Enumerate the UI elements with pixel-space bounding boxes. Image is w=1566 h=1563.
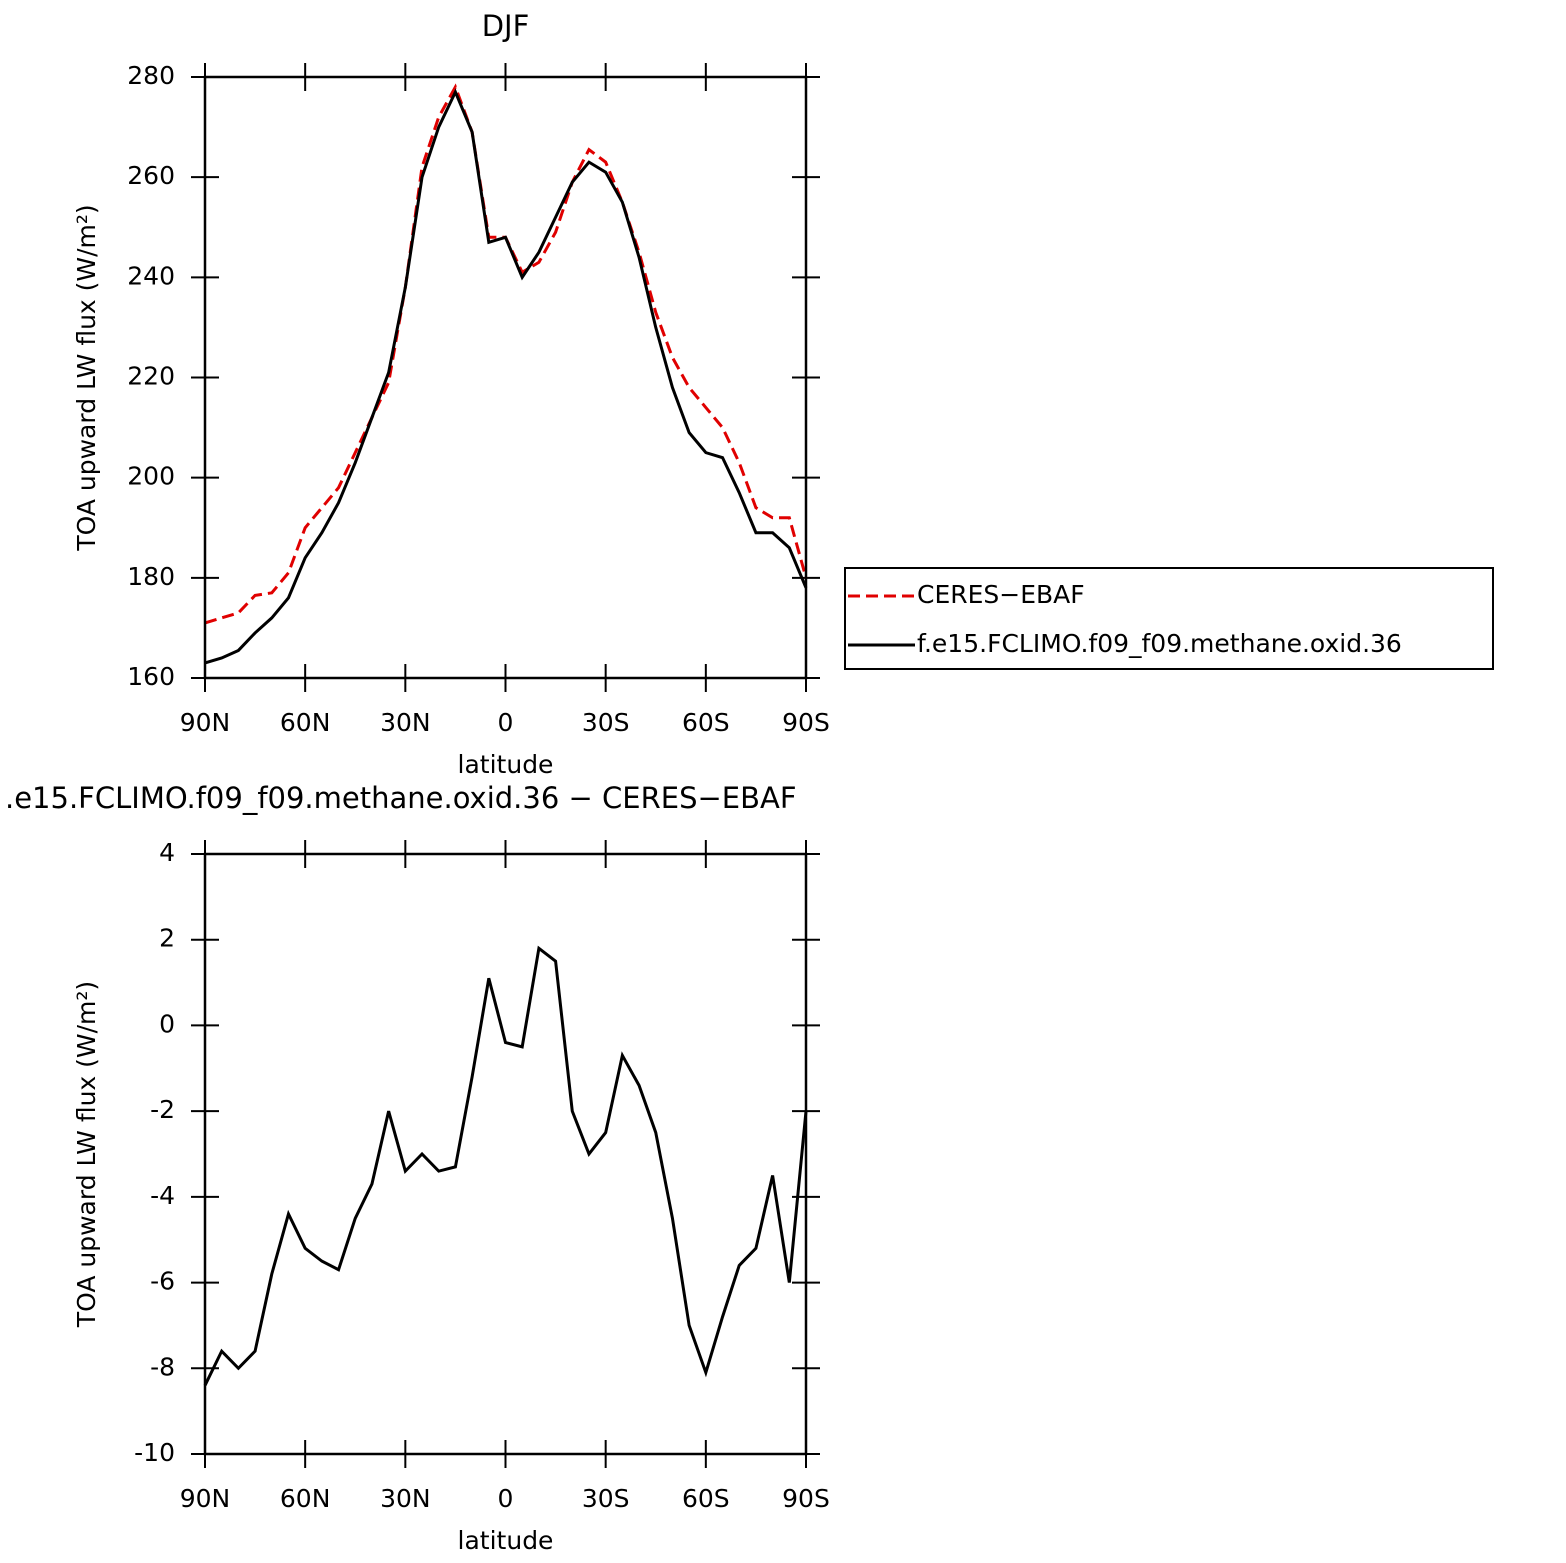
x-tick-label: 30S <box>582 708 630 737</box>
x-tick-label: 90N <box>180 708 231 737</box>
y-tick-label: 280 <box>127 61 175 90</box>
x-tick-label: 60S <box>682 708 730 737</box>
chart-title: DJF <box>482 9 530 43</box>
y-tick-label: 200 <box>127 462 175 491</box>
plot-frame <box>203 852 808 1456</box>
y-tick-label: -2 <box>150 1095 175 1124</box>
x-axis-label: latitude <box>458 750 554 779</box>
x-tick-label: 90S <box>782 1484 830 1513</box>
data-line <box>204 83 808 625</box>
data-line <box>203 945 808 1387</box>
x-tick-label: 90S <box>782 708 830 737</box>
y-tick-label: -10 <box>134 1438 175 1467</box>
legend-label: CERES−EBAF <box>917 580 1085 609</box>
y-tick-label: -6 <box>150 1267 175 1296</box>
y-tick-label: 220 <box>127 362 175 391</box>
y-axis-label: TOA upward LW flux (W/m²) <box>72 981 101 1328</box>
x-tick-label: 0 <box>498 1484 514 1513</box>
y-axis-label: TOA upward LW flux (W/m²) <box>72 204 101 551</box>
x-tick-label: 60N <box>280 1484 331 1513</box>
x-tick-label: 60N <box>280 708 331 737</box>
data-line <box>204 88 808 665</box>
y-tick-label: 4 <box>159 838 175 867</box>
plot-frame <box>203 75 808 680</box>
x-tick-label: 90N <box>180 1484 231 1513</box>
chart-title: .e15.FCLIMO.f09_f09.methane.oxid.36 − CE… <box>5 781 797 815</box>
y-tick-label: 240 <box>127 261 175 290</box>
y-tick-label: 2 <box>159 924 175 953</box>
y-tick-label: 0 <box>159 1009 175 1038</box>
y-tick-label: 180 <box>127 562 175 591</box>
x-tick-label: 30N <box>380 708 431 737</box>
x-tick-label: 60S <box>682 1484 730 1513</box>
x-tick-label: 30N <box>380 1484 431 1513</box>
x-tick-label: 30S <box>582 1484 630 1513</box>
legend-box <box>844 567 1494 670</box>
legend-label: f.e15.FCLIMO.f09_f09.methane.oxid.36 <box>917 629 1402 658</box>
y-tick-label: -4 <box>150 1181 175 1210</box>
x-tick-label: 0 <box>498 708 514 737</box>
y-tick-label: 160 <box>127 662 175 691</box>
y-tick-label: 260 <box>127 161 175 190</box>
y-tick-label: -8 <box>150 1352 175 1381</box>
x-axis-label: latitude <box>458 1526 554 1555</box>
